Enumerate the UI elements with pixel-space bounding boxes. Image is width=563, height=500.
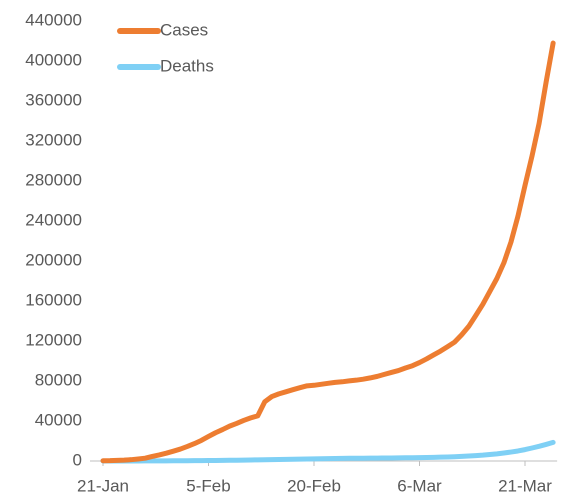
x-tick-label: 6-Mar (397, 476, 442, 495)
x-tick-label: 21-Mar (498, 476, 552, 495)
y-tick-label: 440000 (25, 10, 82, 29)
y-tick-label: 40000 (35, 410, 82, 429)
y-tick-label: 240000 (25, 210, 82, 229)
series-line (100, 439, 556, 464)
x-tick-label: 21-Jan (77, 476, 129, 495)
y-tick-label: 200000 (25, 250, 82, 269)
y-tick-label: 320000 (25, 130, 82, 149)
series-line (100, 40, 556, 464)
legend-label: Deaths (160, 56, 214, 75)
y-tick-label: 0 (73, 450, 82, 469)
y-tick-label: 160000 (25, 290, 82, 309)
y-tick-label: 120000 (25, 330, 82, 349)
legend-label: Cases (160, 20, 208, 39)
y-tick-label: 400000 (25, 50, 82, 69)
x-tick-label: 5-Feb (186, 476, 230, 495)
y-tick-label: 280000 (25, 170, 82, 189)
y-tick-label: 80000 (35, 370, 82, 389)
x-tick-label: 20-Feb (287, 476, 341, 495)
y-tick-label: 360000 (25, 90, 82, 109)
